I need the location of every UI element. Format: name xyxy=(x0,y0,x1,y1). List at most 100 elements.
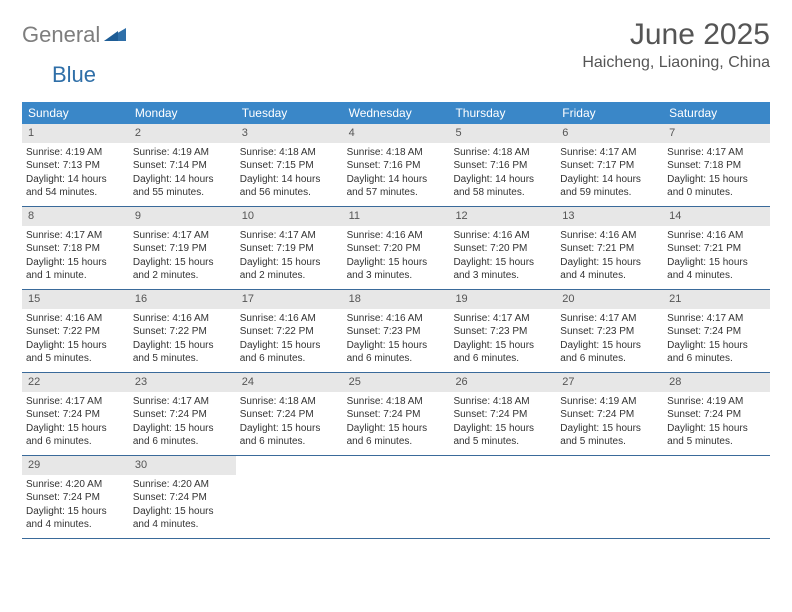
sunrise-text: Sunrise: 4:16 AM xyxy=(560,229,659,243)
day-info: Sunrise: 4:17 AMSunset: 7:18 PMDaylight:… xyxy=(22,226,129,287)
day-info: Sunrise: 4:16 AMSunset: 7:21 PMDaylight:… xyxy=(663,226,770,287)
day-number: 18 xyxy=(343,290,450,309)
sunset-text: Sunset: 7:23 PM xyxy=(560,325,659,339)
sunrise-text: Sunrise: 4:16 AM xyxy=(347,312,446,326)
empty-cell xyxy=(663,456,770,538)
sunrise-text: Sunrise: 4:19 AM xyxy=(133,146,232,160)
day-info: Sunrise: 4:16 AMSunset: 7:21 PMDaylight:… xyxy=(556,226,663,287)
sunrise-text: Sunrise: 4:16 AM xyxy=(347,229,446,243)
daylight-text: Daylight: 15 hours and 6 minutes. xyxy=(133,422,232,449)
sunrise-text: Sunrise: 4:17 AM xyxy=(667,312,766,326)
sunset-text: Sunset: 7:18 PM xyxy=(667,159,766,173)
day-number: 21 xyxy=(663,290,770,309)
day-cell: 9Sunrise: 4:17 AMSunset: 7:19 PMDaylight… xyxy=(129,207,236,289)
daylight-text: Daylight: 15 hours and 3 minutes. xyxy=(347,256,446,283)
day-info: Sunrise: 4:18 AMSunset: 7:16 PMDaylight:… xyxy=(343,143,450,204)
day-cell: 21 Sunrise: 4:17 AMSunset: 7:24 PMDayligh… xyxy=(663,290,770,372)
daylight-text: Daylight: 15 hours and 2 minutes. xyxy=(240,256,339,283)
sunset-text: Sunset: 7:22 PM xyxy=(240,325,339,339)
day-number: 16 xyxy=(129,290,236,309)
sunset-text: Sunset: 7:24 PM xyxy=(667,325,766,339)
logo-text-gray: General xyxy=(22,22,100,48)
day-info: Sunrise: 4:18 AMSunset: 7:15 PMDaylight:… xyxy=(236,143,343,204)
sunset-text: Sunset: 7:24 PM xyxy=(560,408,659,422)
day-header-row: SundayMondayTuesdayWednesdayThursdayFrid… xyxy=(22,102,770,124)
daylight-text: Daylight: 14 hours and 59 minutes. xyxy=(560,173,659,200)
day-info: Sunrise: 4:16 AMSunset: 7:20 PMDaylight:… xyxy=(449,226,556,287)
sunrise-text: Sunrise: 4:19 AM xyxy=(560,395,659,409)
day-cell: 22Sunrise: 4:17 AMSunset: 7:24 PMDayligh… xyxy=(22,373,129,455)
logo-triangle-icon xyxy=(104,25,126,46)
day-info: Sunrise: 4:19 AMSunset: 7:13 PMDaylight:… xyxy=(22,143,129,204)
day-cell: 23Sunrise: 4:17 AMSunset: 7:24 PMDayligh… xyxy=(129,373,236,455)
day-header: Thursday xyxy=(449,102,556,124)
week-row: 29Sunrise: 4:20 AMSunset: 7:24 PMDayligh… xyxy=(22,456,770,539)
daylight-text: Daylight: 15 hours and 5 minutes. xyxy=(453,422,552,449)
weeks-container: 1Sunrise: 4:19 AMSunset: 7:13 PMDaylight… xyxy=(22,124,770,539)
day-number: 24 xyxy=(236,373,343,392)
day-cell: 8Sunrise: 4:17 AMSunset: 7:18 PMDaylight… xyxy=(22,207,129,289)
sunset-text: Sunset: 7:14 PM xyxy=(133,159,232,173)
day-number: 10 xyxy=(236,207,343,226)
daylight-text: Daylight: 15 hours and 5 minutes. xyxy=(560,422,659,449)
day-cell: 3Sunrise: 4:18 AMSunset: 7:15 PMDaylight… xyxy=(236,124,343,206)
daylight-text: Daylight: 15 hours and 6 minutes. xyxy=(26,422,125,449)
sunset-text: Sunset: 7:20 PM xyxy=(453,242,552,256)
day-cell: 12Sunrise: 4:16 AMSunset: 7:20 PMDayligh… xyxy=(449,207,556,289)
sunset-text: Sunset: 7:19 PM xyxy=(133,242,232,256)
day-cell: 15Sunrise: 4:16 AMSunset: 7:22 PMDayligh… xyxy=(22,290,129,372)
sunrise-text: Sunrise: 4:16 AM xyxy=(453,229,552,243)
day-number: 2 xyxy=(129,124,236,143)
daylight-text: Daylight: 15 hours and 6 minutes. xyxy=(453,339,552,366)
sunset-text: Sunset: 7:16 PM xyxy=(453,159,552,173)
daylight-text: Daylight: 15 hours and 6 minutes. xyxy=(667,339,766,366)
day-info: Sunrise: 4:16 AMSunset: 7:20 PMDaylight:… xyxy=(343,226,450,287)
sunrise-text: Sunrise: 4:18 AM xyxy=(453,146,552,160)
daylight-text: Daylight: 15 hours and 6 minutes. xyxy=(240,339,339,366)
day-info: Sunrise: 4:19 AMSunset: 7:24 PMDaylight:… xyxy=(556,392,663,453)
daylight-text: Daylight: 15 hours and 5 minutes. xyxy=(26,339,125,366)
day-number: 28 xyxy=(663,373,770,392)
day-header: Monday xyxy=(129,102,236,124)
sunset-text: Sunset: 7:24 PM xyxy=(453,408,552,422)
daylight-text: Daylight: 15 hours and 6 minutes. xyxy=(347,339,446,366)
day-number: 11 xyxy=(343,207,450,226)
day-number: 5 xyxy=(449,124,556,143)
sunset-text: Sunset: 7:22 PM xyxy=(26,325,125,339)
daylight-text: Daylight: 15 hours and 1 minute. xyxy=(26,256,125,283)
daylight-text: Daylight: 15 hours and 4 minutes. xyxy=(560,256,659,283)
day-info: Sunrise: 4:16 AMSunset: 7:22 PMDaylight:… xyxy=(236,309,343,370)
week-row: 15Sunrise: 4:16 AMSunset: 7:22 PMDayligh… xyxy=(22,290,770,373)
daylight-text: Daylight: 15 hours and 3 minutes. xyxy=(453,256,552,283)
day-info: Sunrise: 4:20 AMSunset: 7:24 PMDaylight:… xyxy=(129,475,236,536)
day-header: Tuesday xyxy=(236,102,343,124)
day-header: Wednesday xyxy=(343,102,450,124)
empty-cell xyxy=(236,456,343,538)
sunrise-text: Sunrise: 4:16 AM xyxy=(133,312,232,326)
day-number: 13 xyxy=(556,207,663,226)
day-cell: 26Sunrise: 4:18 AMSunset: 7:24 PMDayligh… xyxy=(449,373,556,455)
day-info: Sunrise: 4:18 AMSunset: 7:24 PMDaylight:… xyxy=(236,392,343,453)
sunset-text: Sunset: 7:20 PM xyxy=(347,242,446,256)
day-number: 25 xyxy=(343,373,450,392)
day-info: Sunrise: 4:17 AMSunset: 7:24 PMDaylight:… xyxy=(22,392,129,453)
day-number: 23 xyxy=(129,373,236,392)
day-info: Sunrise: 4:16 AMSunset: 7:22 PMDaylight:… xyxy=(129,309,236,370)
day-number: 27 xyxy=(556,373,663,392)
day-number: 19 xyxy=(449,290,556,309)
day-cell: 6Sunrise: 4:17 AMSunset: 7:17 PMDaylight… xyxy=(556,124,663,206)
sunrise-text: Sunrise: 4:17 AM xyxy=(240,229,339,243)
sunset-text: Sunset: 7:21 PM xyxy=(667,242,766,256)
sunset-text: Sunset: 7:16 PM xyxy=(347,159,446,173)
day-info: Sunrise: 4:17 AMSunset: 7:18 PMDaylight:… xyxy=(663,143,770,204)
sunrise-text: Sunrise: 4:19 AM xyxy=(26,146,125,160)
week-row: 1Sunrise: 4:19 AMSunset: 7:13 PMDaylight… xyxy=(22,124,770,207)
day-info: Sunrise: 4:17 AMSunset: 7:24 PMDaylight:… xyxy=(129,392,236,453)
day-info: Sunrise: 4:16 AMSunset: 7:22 PMDaylight:… xyxy=(22,309,129,370)
sunrise-text: Sunrise: 4:16 AM xyxy=(26,312,125,326)
daylight-text: Daylight: 14 hours and 58 minutes. xyxy=(453,173,552,200)
sunrise-text: Sunrise: 4:16 AM xyxy=(667,229,766,243)
sunrise-text: Sunrise: 4:18 AM xyxy=(240,395,339,409)
day-info: Sunrise: 4:20 AMSunset: 7:24 PMDaylight:… xyxy=(22,475,129,536)
daylight-text: Daylight: 14 hours and 57 minutes. xyxy=(347,173,446,200)
